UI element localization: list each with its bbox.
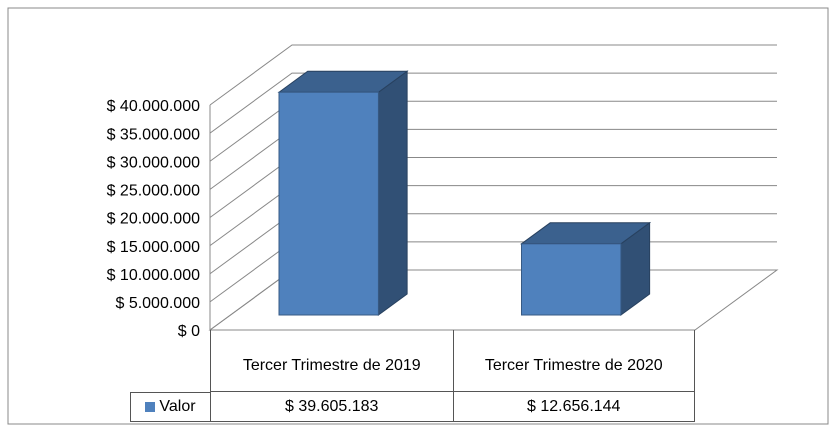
bar — [521, 243, 622, 316]
data-label: $ 39.605.183 — [210, 392, 453, 422]
y-tick-label: $ 25.000.000 — [107, 183, 201, 200]
x-tick-label: Tercer Trimestre de 2019 — [210, 330, 453, 392]
legend-cell: Valor — [130, 392, 210, 422]
data-label: $ 12.656.144 — [452, 392, 695, 422]
legend-label: Valor — [159, 398, 196, 415]
grid-line — [209, 72, 777, 134]
bar-side — [377, 70, 408, 316]
y-tick-label: $ 20.000.000 — [107, 211, 201, 228]
y-tick-label: $ 30.000.000 — [107, 154, 201, 171]
y-tick-label: $ 5.000.000 — [115, 295, 200, 312]
y-tick-label: $ 35.000.000 — [107, 126, 201, 143]
y-tick-label: $ 40.000.000 — [107, 98, 201, 115]
legend-swatch — [145, 402, 156, 412]
y-tick-label: $ 10.000.000 — [107, 267, 201, 284]
chart-frame — [7, 7, 829, 425]
y-tick-label: $ 15.000.000 — [107, 239, 201, 256]
bar — [278, 91, 379, 316]
y-tick-label: $ 0 — [178, 323, 200, 340]
x-tick-label: Tercer Trimestre de 2020 — [452, 330, 695, 392]
grid-line — [209, 44, 777, 106]
